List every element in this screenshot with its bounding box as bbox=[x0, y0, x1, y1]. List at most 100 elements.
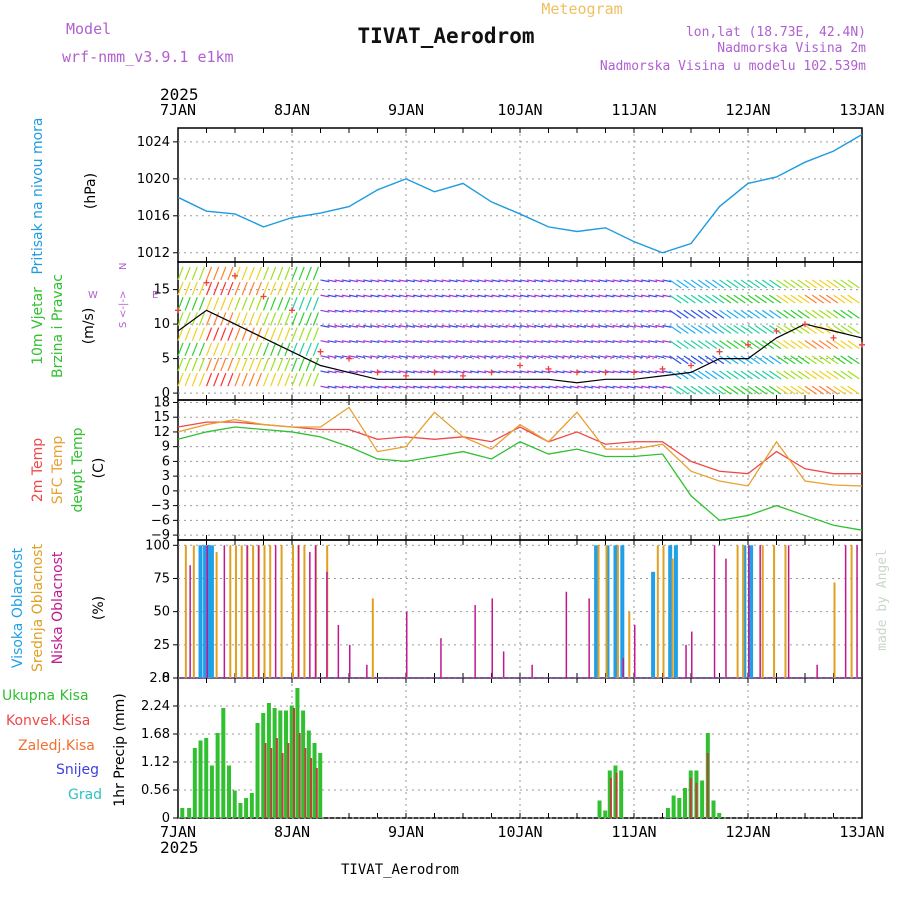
wind-barb bbox=[455, 294, 465, 298]
wind-barb bbox=[662, 385, 672, 389]
wind-barb bbox=[348, 309, 358, 313]
wind-barb bbox=[298, 372, 305, 387]
precip-conv-bar bbox=[298, 733, 301, 818]
wind-barb bbox=[262, 266, 270, 281]
wind-barb bbox=[591, 294, 601, 298]
wind-barb bbox=[754, 355, 768, 365]
wind-barb bbox=[227, 327, 234, 341]
wind-gust-marker bbox=[175, 307, 181, 314]
precip-total-bar bbox=[249, 793, 254, 818]
wind-barb bbox=[327, 370, 337, 374]
wind-barb bbox=[312, 372, 320, 387]
wind-barb bbox=[241, 312, 248, 326]
credit-text: made by Angel bbox=[875, 549, 890, 651]
wind-barb bbox=[398, 279, 408, 283]
wind-barb bbox=[391, 355, 401, 359]
y-tick-label: 25 bbox=[153, 638, 170, 653]
temp-sfc-line bbox=[177, 406, 863, 487]
wind-gust-marker bbox=[346, 355, 352, 362]
wind-barb bbox=[277, 266, 284, 281]
wind-barb bbox=[783, 385, 796, 395]
wind-barb bbox=[348, 279, 358, 283]
wind-barb bbox=[683, 294, 696, 304]
wind-barb bbox=[584, 294, 594, 298]
wind-barb bbox=[248, 372, 255, 387]
cloud-label-3: Niska Oblacnost bbox=[50, 551, 66, 664]
wind-barb bbox=[712, 279, 725, 289]
wind-barb bbox=[491, 385, 501, 389]
wind-barb bbox=[363, 355, 373, 359]
wind-barb bbox=[712, 370, 725, 380]
wind-barb bbox=[391, 309, 401, 313]
wind-barb bbox=[555, 355, 565, 359]
wind-barb bbox=[320, 370, 330, 374]
wind-barb bbox=[184, 266, 191, 281]
wind-gust-marker bbox=[545, 365, 552, 372]
wind-barb bbox=[541, 324, 551, 328]
wind-barb bbox=[241, 342, 248, 357]
wind-barb bbox=[797, 309, 810, 319]
y-tick-label: 1.12 bbox=[141, 755, 170, 770]
wind-barb bbox=[484, 324, 494, 328]
wind-barb bbox=[569, 294, 579, 298]
wind-barb bbox=[177, 281, 184, 296]
wind-barb bbox=[291, 327, 298, 341]
wind-barb bbox=[676, 385, 689, 395]
wind-barb bbox=[683, 279, 696, 289]
wind-barb bbox=[184, 342, 191, 357]
wind-barb bbox=[213, 281, 220, 296]
wind-barb bbox=[605, 340, 615, 344]
wind-gust-marker bbox=[460, 372, 466, 379]
wind-barb bbox=[797, 279, 810, 289]
wind-barb bbox=[234, 357, 241, 372]
precip-total-bar bbox=[301, 710, 306, 818]
wind-barb bbox=[548, 279, 558, 283]
wind-barb bbox=[370, 355, 380, 359]
y-tick-label: 9 bbox=[162, 440, 170, 455]
wind-barb bbox=[655, 370, 665, 374]
wind-barb bbox=[648, 309, 658, 313]
wind-barb bbox=[548, 385, 558, 389]
wind-barb bbox=[719, 370, 732, 380]
wind-barb bbox=[477, 385, 487, 389]
wind-barb bbox=[811, 340, 825, 350]
wind-barb bbox=[704, 355, 718, 365]
wind-barb bbox=[648, 340, 658, 344]
wind-barb bbox=[434, 340, 444, 344]
cloud-mid-bar bbox=[656, 545, 659, 678]
wind-barb bbox=[448, 324, 458, 328]
wind-barb bbox=[662, 279, 672, 283]
wind-barb bbox=[747, 370, 760, 380]
wind-barb bbox=[676, 340, 689, 350]
compass-south: S bbox=[118, 322, 129, 328]
wind-barb bbox=[534, 355, 544, 359]
wind-barb bbox=[498, 340, 508, 344]
precip-total-bar bbox=[180, 808, 185, 818]
wind-barb bbox=[704, 279, 718, 289]
wind-barb bbox=[234, 327, 241, 341]
wind-barb bbox=[519, 385, 529, 389]
wind-barb bbox=[512, 279, 522, 283]
wind-barb bbox=[391, 279, 401, 283]
wind-barb bbox=[334, 309, 344, 313]
wind-barb bbox=[370, 340, 380, 344]
wind-barb bbox=[441, 324, 451, 328]
wind-barb bbox=[769, 355, 782, 365]
date-label-top: 12JAN bbox=[725, 101, 770, 119]
wind-barb bbox=[420, 294, 430, 298]
cloud-mid-bar bbox=[184, 545, 187, 678]
wind-barb bbox=[605, 279, 615, 283]
wind-barb bbox=[477, 309, 487, 313]
wind-barb bbox=[384, 355, 394, 359]
wind-barb bbox=[548, 340, 558, 344]
wind-barb bbox=[818, 294, 832, 304]
wind-barb bbox=[477, 279, 487, 283]
wind-barb bbox=[804, 279, 817, 289]
wind-barb bbox=[455, 340, 465, 344]
wind-barb bbox=[370, 324, 380, 328]
wind-barb bbox=[298, 281, 305, 296]
wind-barb bbox=[655, 324, 665, 328]
wind-barb bbox=[804, 355, 817, 365]
wind-barb bbox=[826, 340, 839, 350]
y-tick-label: 0.56 bbox=[141, 783, 170, 798]
